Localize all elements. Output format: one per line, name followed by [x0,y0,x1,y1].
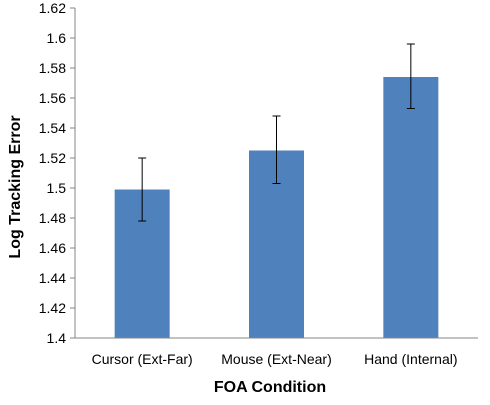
y-tick-label: 1.6 [47,30,67,46]
x-tick-label: Hand (Internal) [364,351,457,367]
y-tick-label: 1.42 [39,300,66,316]
bar-3 [383,77,439,338]
x-axis-tick-labels: Cursor (Ext-Far) Mouse (Ext-Near) Hand (In… [92,351,458,367]
error-bar-1 [138,157,147,222]
y-tick-label: 1.58 [39,60,66,76]
y-tick-label: 1.4 [47,330,67,346]
y-axis-title: Log Tracking Error [7,115,24,258]
x-tick-label: Cursor (Ext-Far) [92,351,193,367]
y-tick-label: 1.62 [39,0,66,16]
x-tick-label: Mouse (Ext-Near) [221,351,331,367]
y-axis-ticks: 1.4 1.42 1.44 1.46 1.48 1.5 1.52 1.54 1.56 1.58 1.… [39,0,75,346]
x-axis-title: FOA Condition [214,379,326,396]
y-tick-label: 1.52 [39,150,66,166]
y-tick-label: 1.48 [39,210,66,226]
y-tick-label: 1.5 [47,180,67,196]
error-bar-2 [272,115,281,184]
error-bars [138,43,415,222]
error-bar-3 [406,43,415,109]
y-tick-label: 1.54 [39,120,66,136]
y-tick-label: 1.44 [39,270,66,286]
y-tick-label: 1.56 [39,90,66,106]
axes [74,8,478,339]
y-tick-label: 1.46 [39,240,66,256]
